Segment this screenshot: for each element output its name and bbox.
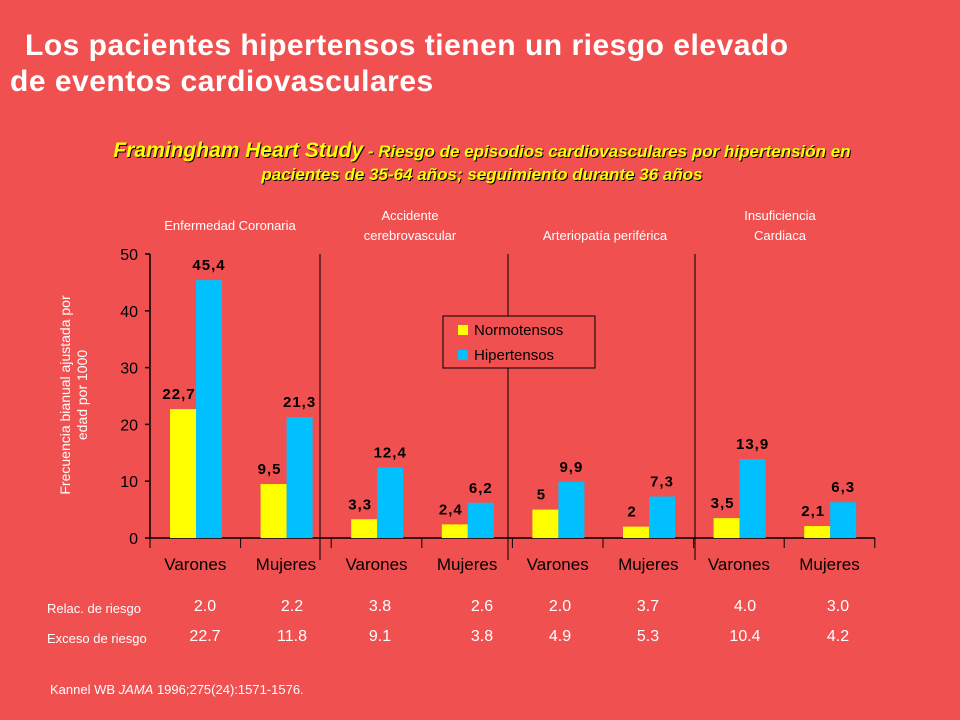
subtitle-desc-1: - Riesgo de episodios cardiovasculares p… bbox=[363, 142, 851, 161]
value-label-hipertensos: 45,4 bbox=[192, 257, 225, 274]
bar-hipertensos bbox=[830, 502, 857, 538]
y-axis-label: Frecuencia bianual ajustada poredad por … bbox=[57, 295, 90, 495]
category-label: Mujeres bbox=[256, 555, 316, 574]
category-label: Mujeres bbox=[799, 555, 859, 574]
y-tick-label: 0 bbox=[129, 531, 138, 548]
bar-hipertensos bbox=[649, 496, 675, 538]
value-label-normotensos: 22,7 bbox=[162, 386, 195, 403]
y-tick-label: 30 bbox=[120, 361, 138, 378]
relac-value: 3.7 bbox=[636, 598, 660, 615]
value-label-normotensos: 2,4 bbox=[439, 501, 463, 518]
bar-hipertensos bbox=[467, 502, 494, 538]
title-line-1: Los pacientes hipertensos tienen un ries… bbox=[25, 29, 789, 62]
y-tick-label: 10 bbox=[120, 474, 138, 491]
subtitle-desc-2: pacientes de 35-64 años; seguimiento dur… bbox=[261, 165, 703, 184]
value-label-hipertensos: 21,3 bbox=[283, 394, 316, 411]
category-hf-line1: Insuficiencia bbox=[744, 208, 816, 223]
study-name: Framingham Heart Study bbox=[113, 139, 364, 162]
bar-hipertensos bbox=[286, 417, 313, 538]
bar-hipertensos bbox=[377, 467, 404, 538]
relac-value: 3.0 bbox=[826, 598, 850, 615]
value-label-normotensos: 3,3 bbox=[348, 496, 372, 513]
bar-hipertensos bbox=[196, 280, 222, 538]
y-tick-label: 50 bbox=[120, 247, 138, 264]
value-label-normotensos: 2,1 bbox=[801, 503, 825, 520]
value-label-normotensos: 3,5 bbox=[711, 495, 735, 512]
exceso-label: Exceso de riesgo bbox=[47, 631, 147, 646]
exceso-value: 10.4 bbox=[729, 628, 761, 645]
y-axis-label-line1: Frecuencia bianual ajustada por bbox=[57, 295, 73, 495]
bar-normotensos bbox=[713, 518, 740, 538]
category-peripheral: Arteriopatía periférica bbox=[542, 228, 668, 243]
value-label-normotensos: 2 bbox=[627, 504, 636, 521]
ref-author: Kannel WB bbox=[50, 682, 119, 697]
relac-value: 2.0 bbox=[193, 598, 217, 615]
value-label-normotensos: 5 bbox=[537, 487, 546, 504]
bar-normotensos bbox=[351, 519, 378, 538]
ref-journal: JAMA bbox=[118, 682, 154, 697]
relac-value: 2.6 bbox=[470, 598, 494, 615]
bar-normotensos bbox=[532, 509, 559, 538]
bar-normotensos bbox=[170, 409, 196, 538]
category-label: Mujeres bbox=[618, 555, 678, 574]
exceso-value: 22.7 bbox=[189, 628, 221, 645]
category-label: Varones bbox=[345, 555, 407, 574]
exceso-value: 4.2 bbox=[826, 628, 850, 645]
value-label-hipertensos: 13,9 bbox=[736, 436, 769, 453]
value-label-hipertensos: 6,3 bbox=[831, 479, 855, 496]
ref-rest: 1996;275(24):1571-1576. bbox=[153, 682, 304, 697]
bar-hipertensos bbox=[558, 481, 585, 538]
y-tick-label: 20 bbox=[120, 417, 138, 434]
exceso-value: 11.8 bbox=[277, 628, 307, 645]
slide-title: Los pacientes hipertensos tienen un ries… bbox=[10, 28, 955, 100]
bar-normotensos bbox=[441, 524, 468, 538]
category-stroke-line1: Accidente bbox=[381, 208, 439, 223]
exceso-value: 4.9 bbox=[548, 628, 572, 645]
relac-value: 2.2 bbox=[280, 598, 304, 615]
reference: Kannel WB JAMA 1996;275(24):1571-1576. bbox=[50, 682, 304, 697]
category-stroke-line2: cerebrovascular bbox=[363, 228, 457, 243]
relac-value: 4.0 bbox=[733, 598, 757, 615]
bar-normotensos bbox=[623, 526, 649, 538]
category-label: Varones bbox=[708, 555, 770, 574]
relac-label: Relac. de riesgo bbox=[47, 601, 141, 616]
value-label-hipertensos: 9,9 bbox=[559, 459, 583, 476]
legend-label-hipertensos: Hipertensos bbox=[474, 347, 554, 364]
value-label-hipertensos: 6,2 bbox=[469, 480, 493, 497]
value-label-hipertensos: 7,3 bbox=[650, 474, 674, 491]
category-label: Mujeres bbox=[437, 555, 497, 574]
chart-subtitle: Framingham Heart Study - Riesgo de episo… bbox=[12, 140, 952, 187]
bar-hipertensos bbox=[739, 459, 766, 538]
y-axis-label-line2: edad por 1000 bbox=[74, 350, 90, 441]
legend-swatch-hipertensos bbox=[458, 350, 468, 360]
bar-normotensos bbox=[804, 526, 831, 538]
legend-box bbox=[442, 315, 596, 369]
value-label-hipertensos: 12,4 bbox=[374, 445, 407, 462]
exceso-value: 3.8 bbox=[470, 628, 494, 645]
category-coronary: Enfermedad Coronaria bbox=[164, 218, 296, 233]
exceso-value: 9.1 bbox=[368, 628, 392, 645]
category-stroke: Accidente cerebrovascular bbox=[330, 206, 490, 246]
title-line-2: de eventos cardiovasculares bbox=[10, 65, 434, 98]
y-tick-label: 40 bbox=[120, 304, 138, 321]
legend-swatch-normotensos bbox=[458, 325, 468, 335]
category-label: Varones bbox=[527, 555, 589, 574]
legend-label-normotensos: Normotensos bbox=[474, 322, 563, 339]
relac-value: 2.0 bbox=[548, 598, 572, 615]
value-label-normotensos: 9,5 bbox=[258, 461, 282, 478]
category-label: Varones bbox=[164, 555, 226, 574]
bar-normotensos bbox=[260, 484, 287, 538]
relac-value: 3.8 bbox=[368, 598, 392, 615]
exceso-value: 5.3 bbox=[636, 628, 660, 645]
category-heart-failure: Insuficiencia Cardiaca bbox=[715, 206, 845, 246]
category-hf-line2: Cardiaca bbox=[753, 228, 807, 243]
